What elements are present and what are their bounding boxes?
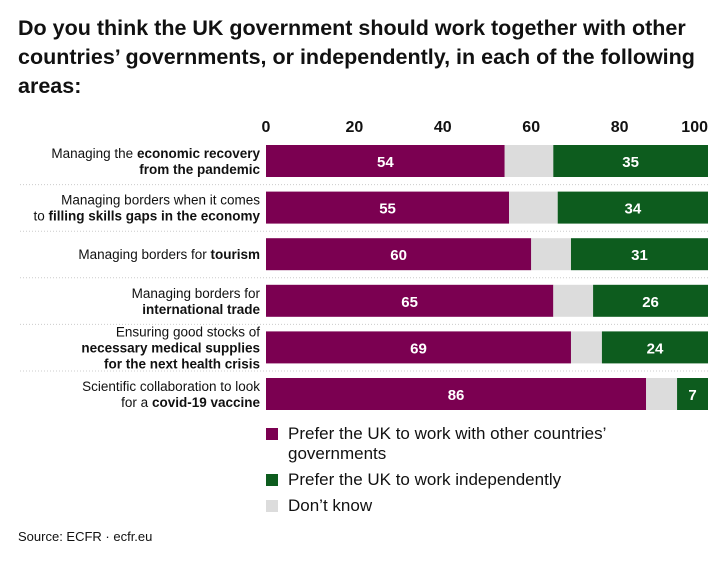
category-label-text: Managing the xyxy=(51,146,137,161)
category-label-text: Managing borders for xyxy=(132,286,261,301)
data-label-independently: 34 xyxy=(625,201,642,218)
category-label-text: Managing borders when it comes xyxy=(61,193,260,208)
legend-swatch-independently xyxy=(266,474,278,486)
data-label-together: 54 xyxy=(377,154,394,171)
legend-item-together: Prefer the UK to work with other countri… xyxy=(266,424,608,464)
category-label: Scientific collaboration to look xyxy=(82,379,260,394)
legend-swatch-dont-know xyxy=(266,500,278,512)
bar-together xyxy=(266,145,505,177)
bar-dont-know xyxy=(504,145,554,177)
x-tick-label: 20 xyxy=(346,119,364,136)
data-label-independently: 7 xyxy=(688,387,696,404)
category-label-bold: covid-19 vaccine xyxy=(152,395,261,410)
category-label-bold: tourism xyxy=(210,247,260,262)
category-label: Ensuring good stocks of xyxy=(116,324,260,339)
category-label: from the pandemic xyxy=(139,162,260,177)
category-label-text: Scientific collaboration to look xyxy=(82,379,260,394)
bar-independently xyxy=(553,145,708,177)
legend-label-together: Prefer the UK to work with other countri… xyxy=(288,424,606,463)
bar-together xyxy=(266,378,647,410)
category-label: for the next health crisis xyxy=(104,356,260,371)
bar-together xyxy=(266,238,532,271)
category-label: international trade xyxy=(142,302,260,317)
bar-independently xyxy=(677,378,708,410)
category-label-bold: economic recovery xyxy=(137,146,261,161)
category-label-bold: for the next health crisis xyxy=(104,356,260,371)
category-label-bold: filling skills gaps in the economy xyxy=(48,209,260,224)
category-label-text: Managing borders for xyxy=(78,247,210,262)
x-tick-label: 100 xyxy=(681,119,708,136)
category-label-bold: from the pandemic xyxy=(139,162,260,177)
bar-independently xyxy=(601,331,708,364)
data-label-independently: 24 xyxy=(647,340,664,357)
category-label: necessary medical supplies xyxy=(81,340,260,355)
bar-together xyxy=(266,331,571,364)
stacked-bar-chart: 0 20 40 60 80 100 54 35 Managing the economic re… xyxy=(20,119,708,410)
chart-title: Do you think the UK government should wo… xyxy=(18,16,695,98)
x-tick-label: 60 xyxy=(522,119,540,136)
legend-item-independently: Prefer the UK to work independently xyxy=(266,470,608,490)
category-label: Managing borders when it comes xyxy=(61,193,260,208)
x-tick-label: 40 xyxy=(434,119,452,136)
bar-dont-know xyxy=(531,238,571,271)
x-tick-label: 80 xyxy=(611,119,629,136)
category-label: to filling skills gaps in the economy xyxy=(33,209,260,224)
category-label-bold: necessary medical supplies xyxy=(81,340,260,355)
legend-swatch-together xyxy=(266,428,278,440)
legend-label-independently: Prefer the UK to work independently xyxy=(288,470,562,489)
legend-label-dont-know: Don’t know xyxy=(288,496,373,515)
source-note: Source: ECFR · ecfr.eu xyxy=(18,529,153,544)
bar-together xyxy=(266,191,510,224)
category-label-text: Ensuring good stocks of xyxy=(116,324,260,339)
data-label-independently: 26 xyxy=(642,294,659,311)
bar-together xyxy=(266,284,554,317)
bar-dont-know xyxy=(570,331,602,364)
data-label-together: 69 xyxy=(410,340,427,357)
data-label-together: 86 xyxy=(448,387,465,404)
bar-dont-know xyxy=(646,378,678,410)
x-tick-label: 0 xyxy=(262,119,271,136)
data-label-together: 65 xyxy=(401,294,418,311)
category-label-text: for a xyxy=(121,395,152,410)
data-label-together: 60 xyxy=(390,247,407,264)
legend-item-dont-know: Don’t know xyxy=(266,496,608,516)
bar-independently xyxy=(557,191,708,224)
category-label: for a covid-19 vaccine xyxy=(121,395,260,410)
chart-legend: Prefer the UK to work with other countri… xyxy=(266,424,608,522)
category-label-bold: international trade xyxy=(142,302,260,317)
data-label-independently: 31 xyxy=(631,247,648,264)
bar-dont-know xyxy=(553,284,594,317)
bar-dont-know xyxy=(509,191,558,224)
category-label: Managing the economic recovery xyxy=(51,146,260,161)
data-label-together: 55 xyxy=(379,201,396,218)
data-label-independently: 35 xyxy=(622,154,639,171)
category-label-text: to xyxy=(33,209,48,224)
bar-independently xyxy=(593,284,708,317)
category-label: Managing borders for xyxy=(132,286,261,301)
bar-independently xyxy=(570,238,708,271)
category-label: Managing borders for tourism xyxy=(78,247,260,262)
